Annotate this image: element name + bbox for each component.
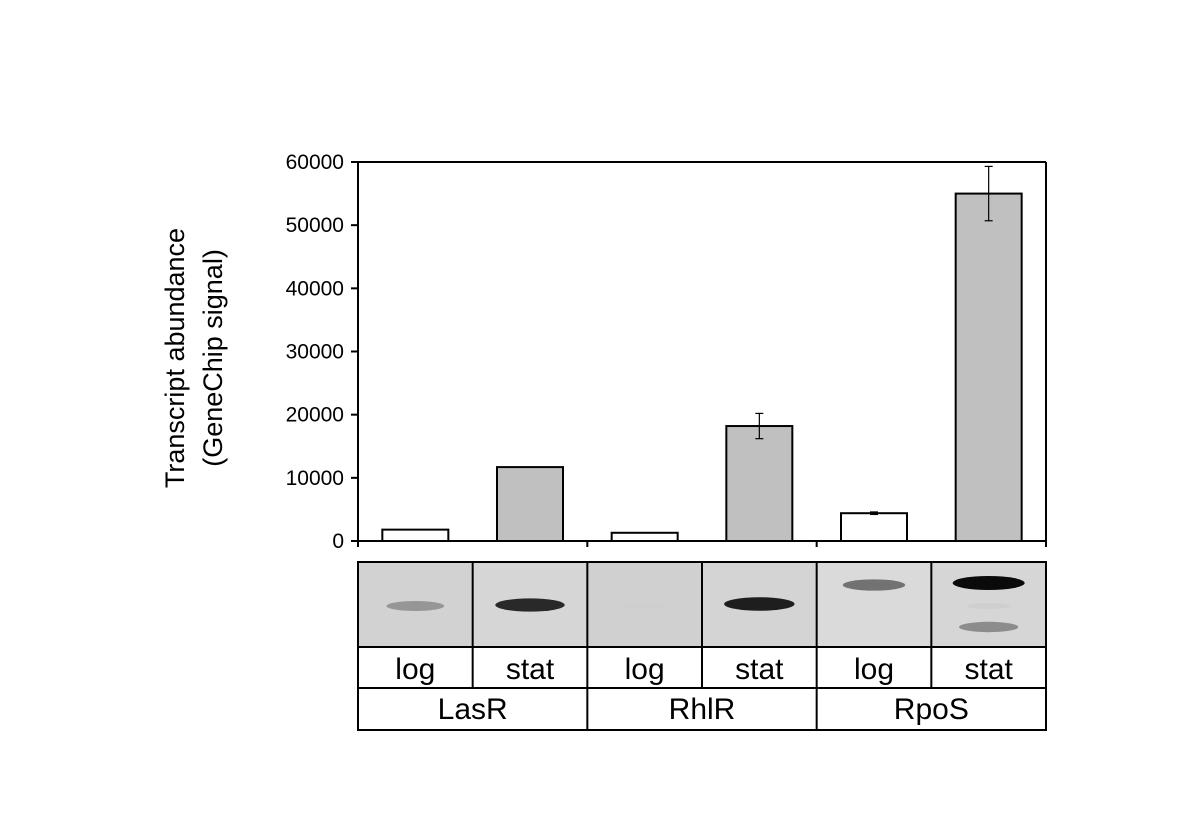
blot-band [724,597,795,611]
lane-label-log: log [854,653,894,686]
y-tick-label: 50000 [286,214,344,237]
blot-lane [588,563,701,646]
blot-band [386,601,445,611]
bar-lasr-stat [496,466,564,542]
y-tick-label: 0 [332,530,344,553]
y-axis-label-line-2: (GeneChip signal) [198,249,228,467]
bar-rpos-log [840,512,908,542]
plot-area: 0 10000 20000 30000 40000 50000 60000 [286,151,1047,553]
y-tick-label: 40000 [286,277,344,300]
y-tick-label: 10000 [286,467,344,490]
y-axis-label-line-1: Transcript abundance [160,228,190,488]
lane-label-log: log [625,653,665,686]
blot-band [623,603,666,609]
y-tick-label: 20000 [286,404,344,427]
lane-label-stat: stat [506,653,555,686]
bar-rhlr-stat [725,425,794,542]
blot-band [966,602,1011,610]
blot-band [495,598,565,612]
blot-band [959,621,1019,633]
bar-rhlr-log [610,531,679,542]
lane-label-log: log [395,653,435,686]
group-label-rhlr: RhlR [669,693,736,726]
y-tick-label: 60000 [286,151,344,174]
y-axis-label: Transcript abundance (GeneChip signal) [160,228,228,488]
lane-label-stat: stat [964,653,1013,686]
lane-label-stat: stat [735,653,784,686]
group-label-rpos: RpoS [894,693,969,726]
lane-label-table: log stat log stat log stat LasR RhlR RpoS [357,646,1047,731]
bar-lasr-log [381,528,450,543]
group-label-lasr: LasR [438,693,508,726]
bar-rpos-stat [954,192,1023,542]
blot-band [952,576,1025,590]
blot-lane [817,563,931,646]
blot-band [842,579,906,591]
y-tick-label: 30000 [286,341,344,364]
western-blot-panel [357,561,1047,648]
